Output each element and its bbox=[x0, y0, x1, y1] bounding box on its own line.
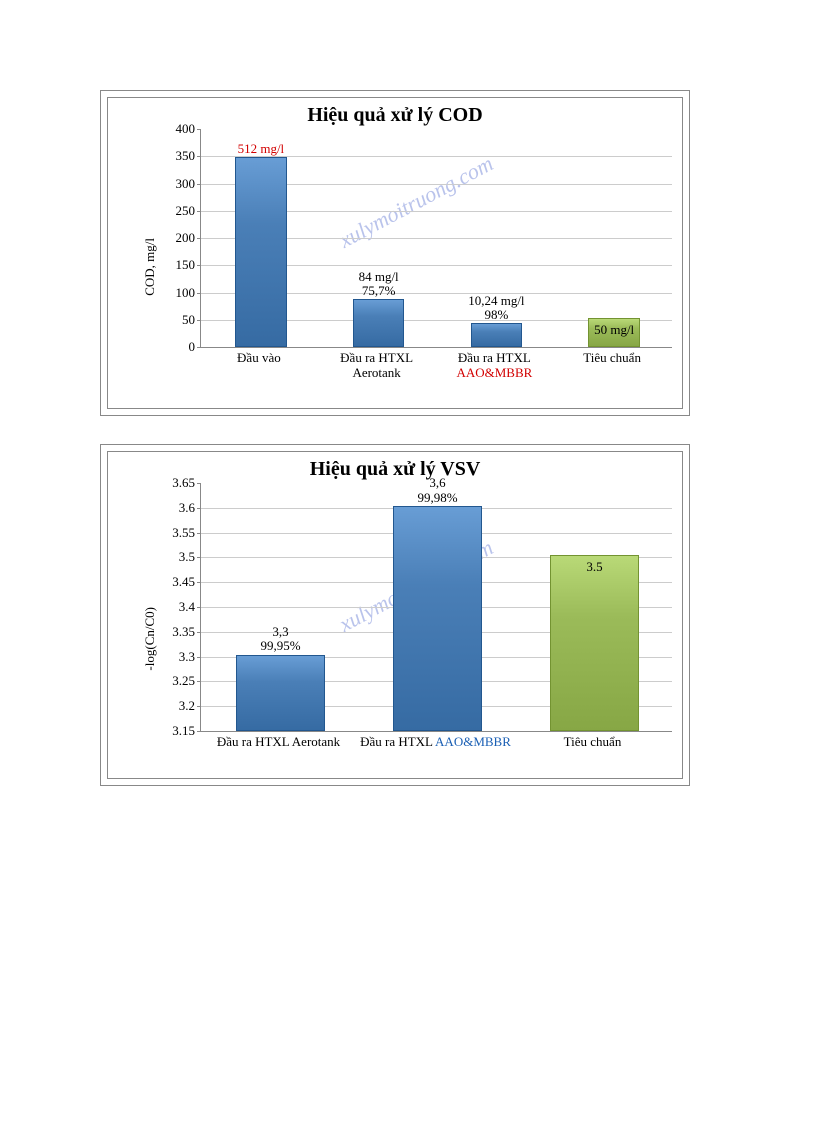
y-tick-label: 150 bbox=[176, 257, 196, 273]
y-tick-mark bbox=[197, 582, 201, 583]
y-tick-label: 200 bbox=[176, 230, 196, 246]
y-tick-label: 3.3 bbox=[179, 649, 195, 665]
bar-value-label: 3.5 bbox=[525, 560, 663, 574]
x-category-label: Đầu ra HTXLAAO&MBBR bbox=[436, 351, 554, 381]
y-tick-label: 3.15 bbox=[172, 723, 195, 739]
y-tick-mark bbox=[197, 211, 201, 212]
x-category-label: Tiêu chuẩn bbox=[553, 351, 671, 366]
y-tick-mark bbox=[197, 557, 201, 558]
bar: 3,699,98% bbox=[393, 506, 481, 731]
y-tick-mark bbox=[197, 508, 201, 509]
y-tick-label: 0 bbox=[189, 339, 196, 355]
y-tick-label: 3.6 bbox=[179, 500, 195, 516]
y-tick-label: 3.55 bbox=[172, 525, 195, 541]
cod-plot-area: xulymoitruong.com 0501001502002503003504… bbox=[200, 129, 672, 348]
bar: 50 mg/l bbox=[588, 318, 639, 347]
y-tick-mark bbox=[197, 533, 201, 534]
y-tick-mark bbox=[197, 238, 201, 239]
vsv-x-categories: Đầu ra HTXL AerotankĐầu ra HTXL AAO&MBBR… bbox=[200, 731, 672, 763]
cod-x-categories: Đầu vàoĐầu ra HTXLAerotankĐầu ra HTXLAAO… bbox=[200, 347, 672, 393]
y-tick-label: 350 bbox=[176, 148, 196, 164]
y-tick-mark bbox=[197, 293, 201, 294]
y-tick-mark bbox=[197, 632, 201, 633]
vsv-plot-area: xulymoitruong.com 3.153.23.253.33.353.43… bbox=[200, 483, 672, 732]
y-tick-mark bbox=[197, 184, 201, 185]
bar-value-label: 10,24 mg/l98% bbox=[457, 294, 536, 323]
cod-chart-inner: Hiệu quả xử lý COD COD, mg/l xulymoitruo… bbox=[107, 97, 683, 409]
y-tick-mark bbox=[197, 706, 201, 707]
y-tick-mark bbox=[197, 156, 201, 157]
y-tick-label: 250 bbox=[176, 203, 196, 219]
y-tick-label: 100 bbox=[176, 285, 196, 301]
y-tick-label: 400 bbox=[176, 121, 196, 137]
y-tick-mark bbox=[197, 483, 201, 484]
y-tick-mark bbox=[197, 657, 201, 658]
bar: 3.5 bbox=[550, 555, 638, 731]
vsv-chart-box: Hiệu quả xử lý VSV -log(Cn/C0) xulymoitr… bbox=[100, 444, 690, 786]
y-tick-mark bbox=[197, 607, 201, 608]
cod-y-axis-label: COD, mg/l bbox=[142, 238, 158, 296]
y-tick-label: 3.45 bbox=[172, 574, 195, 590]
x-category-label: Tiêu chuẩn bbox=[514, 735, 671, 750]
x-category-label: Đầu ra HTXL Aerotank bbox=[200, 735, 357, 750]
y-tick-label: 3.35 bbox=[172, 624, 195, 640]
cod-plot-region: COD, mg/l xulymoitruong.com 050100150200… bbox=[160, 129, 672, 347]
x-category-label: Đầu vào bbox=[200, 351, 318, 366]
y-tick-label: 3.5 bbox=[179, 549, 195, 565]
vsv-y-axis-label: -log(Cn/C0) bbox=[142, 607, 158, 671]
bar-value-label: 3,699,98% bbox=[368, 476, 506, 505]
y-tick-label: 3.4 bbox=[179, 599, 195, 615]
bar: 84 mg/l75,7% bbox=[353, 299, 404, 347]
y-tick-mark bbox=[197, 129, 201, 130]
vsv-chart-inner: Hiệu quả xử lý VSV -log(Cn/C0) xulymoitr… bbox=[107, 451, 683, 779]
y-tick-label: 3.25 bbox=[172, 673, 195, 689]
bar-value-label: 512 mg/l bbox=[221, 142, 300, 156]
bar-value-label: 50 mg/l bbox=[575, 323, 654, 337]
bar: 3,399,95% bbox=[236, 655, 324, 731]
y-tick-label: 3.65 bbox=[172, 475, 195, 491]
y-tick-label: 300 bbox=[176, 176, 196, 192]
bar: 512 mg/l bbox=[235, 157, 286, 347]
y-tick-mark bbox=[197, 320, 201, 321]
y-tick-mark bbox=[197, 265, 201, 266]
x-category-label: Đầu ra HTXLAerotank bbox=[318, 351, 436, 381]
bar-value-label: 3,399,95% bbox=[211, 625, 349, 654]
bar-value-label: 84 mg/l75,7% bbox=[339, 270, 418, 299]
y-tick-label: 3.2 bbox=[179, 698, 195, 714]
bar: 10,24 mg/l98% bbox=[471, 323, 522, 347]
cod-chart-box: Hiệu quả xử lý COD COD, mg/l xulymoitruo… bbox=[100, 90, 690, 416]
y-tick-label: 50 bbox=[182, 312, 195, 328]
y-tick-mark bbox=[197, 681, 201, 682]
x-category-label: Đầu ra HTXL AAO&MBBR bbox=[357, 735, 514, 750]
vsv-plot-region: -log(Cn/C0) xulymoitruong.com 3.153.23.2… bbox=[160, 483, 672, 731]
